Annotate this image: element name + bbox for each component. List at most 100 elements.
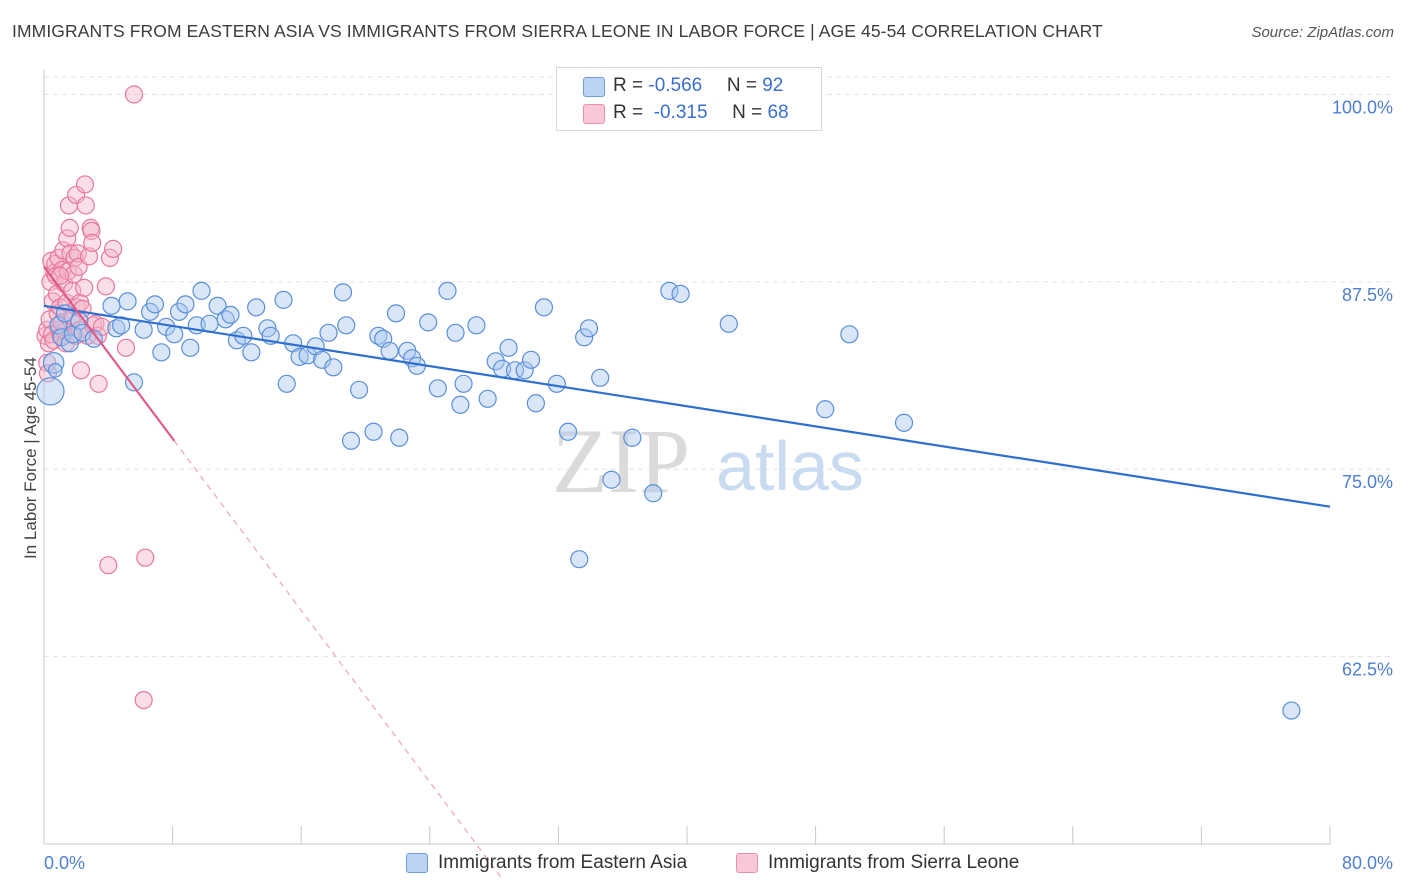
eastern-asia-point — [169, 302, 189, 321]
eastern-asia-point — [208, 296, 227, 315]
eastern-asia-point — [107, 319, 126, 338]
eastern-asia-point — [102, 296, 121, 315]
eastern-asia-point — [247, 298, 266, 317]
trend-lines — [43, 266, 1331, 880]
series-legend-swatch-pink — [736, 853, 758, 873]
legend-r-value: -0.315 — [648, 102, 708, 123]
eastern-asia-point — [467, 316, 486, 335]
eastern-asia-point — [386, 304, 406, 323]
eastern-asia-point — [176, 295, 195, 314]
sierra-leone-point — [71, 361, 91, 380]
watermark: ZIP atlas — [552, 410, 864, 512]
x-tick-label: 80.0% — [1342, 853, 1393, 873]
eastern-asia-point — [242, 343, 261, 362]
eastern-asia-point — [840, 325, 859, 344]
eastern-asia-point — [221, 305, 240, 324]
legend-n-value: 68 — [767, 102, 789, 123]
eastern-asia-point — [515, 361, 534, 380]
eastern-asia-point — [579, 319, 599, 338]
axes — [43, 70, 1331, 845]
eastern-asia-point — [644, 484, 663, 503]
legend-r-label: R = — [613, 102, 649, 123]
eastern-asia-point — [1282, 701, 1301, 720]
series-eastern-asia-points — [36, 281, 1301, 720]
series-legend: Immigrants from Eastern Asia Immigrants … — [0, 850, 1406, 880]
eastern-asia-point — [499, 338, 518, 357]
eastern-asia-point — [390, 428, 409, 447]
eastern-asia-point — [36, 377, 65, 406]
eastern-asia-point — [816, 400, 835, 419]
sierra-leone-point — [96, 277, 115, 296]
legend-swatch-blue — [583, 77, 605, 97]
grid-lines — [44, 76, 1392, 658]
sierra-leone-point — [68, 244, 87, 263]
eastern-asia-point — [438, 281, 457, 300]
eastern-asia-point — [719, 314, 738, 333]
eastern-asia-point — [660, 281, 679, 300]
legend-n-label: N = — [726, 75, 763, 96]
tick-labels: 62.5% 75.0% 87.5% 100.0% 0.0% 80.0% — [44, 97, 1393, 873]
eastern-asia-point — [364, 422, 383, 441]
sierra-leone-point — [75, 175, 95, 194]
eastern-asia-point — [671, 284, 690, 303]
chart-title: IMMIGRANTS FROM EASTERN ASIA VS IMMIGRAN… — [12, 21, 1103, 41]
sierra-leone-point — [75, 278, 94, 297]
legend-n-label: N = — [732, 102, 768, 123]
legend-r-label: R = — [613, 75, 649, 96]
eastern-asia-point — [145, 295, 165, 314]
eastern-asia-point — [894, 413, 914, 432]
eastern-asia-point — [623, 428, 642, 447]
sierra-leone-point — [136, 548, 155, 567]
eastern-asia-point — [454, 374, 473, 393]
eastern-asia-point — [84, 329, 103, 348]
eastern-asia-point — [152, 343, 171, 362]
eastern-asia-point — [277, 374, 296, 393]
watermark-atlas: atlas — [716, 427, 864, 505]
eastern-asia-point — [165, 325, 184, 344]
eastern-asia-point — [337, 316, 356, 335]
sierra-leone-point — [99, 556, 118, 575]
legend-n-value: 92 — [762, 75, 784, 96]
sierra-leone-point — [134, 690, 153, 710]
eastern-asia-point — [478, 389, 497, 408]
eastern-asia-point — [446, 323, 465, 342]
y-axis-label: In Labor Force | Age 45-54 — [21, 357, 40, 559]
y-tick-label: 75.0% — [1342, 472, 1393, 492]
eastern-asia-point — [547, 374, 566, 393]
eastern-asia-point — [521, 350, 541, 369]
eastern-asia-point — [274, 290, 293, 309]
sierra-leone-point — [83, 233, 102, 252]
sierra-leone-point — [116, 338, 136, 357]
eastern-asia-point — [591, 368, 610, 387]
sierra-leone-point — [76, 196, 95, 215]
eastern-asia-point — [570, 550, 589, 569]
correlation-legend: R = -0.566 N = 92 R = -0.315 N = 68 — [556, 67, 822, 131]
sierra-leone-trend-extension — [173, 440, 503, 880]
y-tick-label: 100.0% — [1332, 97, 1393, 117]
eastern-asia-point — [369, 326, 388, 345]
eastern-asia-point — [558, 422, 578, 441]
sierra-leone-point — [89, 374, 108, 393]
x-tick-label: 0.0% — [44, 853, 85, 873]
chart-source: Source: ZipAtlas.com — [1251, 24, 1394, 41]
eastern-asia-point — [534, 298, 554, 317]
sierra-leone-trend-line — [43, 266, 176, 442]
eastern-asia-point — [319, 323, 338, 342]
sierra-leone-point — [104, 239, 123, 258]
series-legend-label: Immigrants from Eastern Asia — [438, 852, 688, 873]
eastern-asia-point — [73, 323, 92, 342]
legend-r-value: -0.566 — [648, 75, 703, 96]
eastern-asia-point — [118, 292, 137, 311]
eastern-asia-point — [451, 395, 470, 414]
eastern-asia-point — [324, 358, 343, 377]
y-tick-label: 62.5% — [1342, 660, 1393, 680]
eastern-asia-point — [124, 373, 144, 392]
eastern-asia-point — [486, 352, 505, 371]
eastern-asia-point — [47, 362, 63, 378]
eastern-asia-point — [380, 341, 399, 360]
sierra-leone-point — [124, 85, 144, 104]
eastern-asia-point — [349, 380, 369, 399]
sierra-leone-point — [58, 229, 77, 248]
eastern-asia-point — [526, 394, 545, 413]
